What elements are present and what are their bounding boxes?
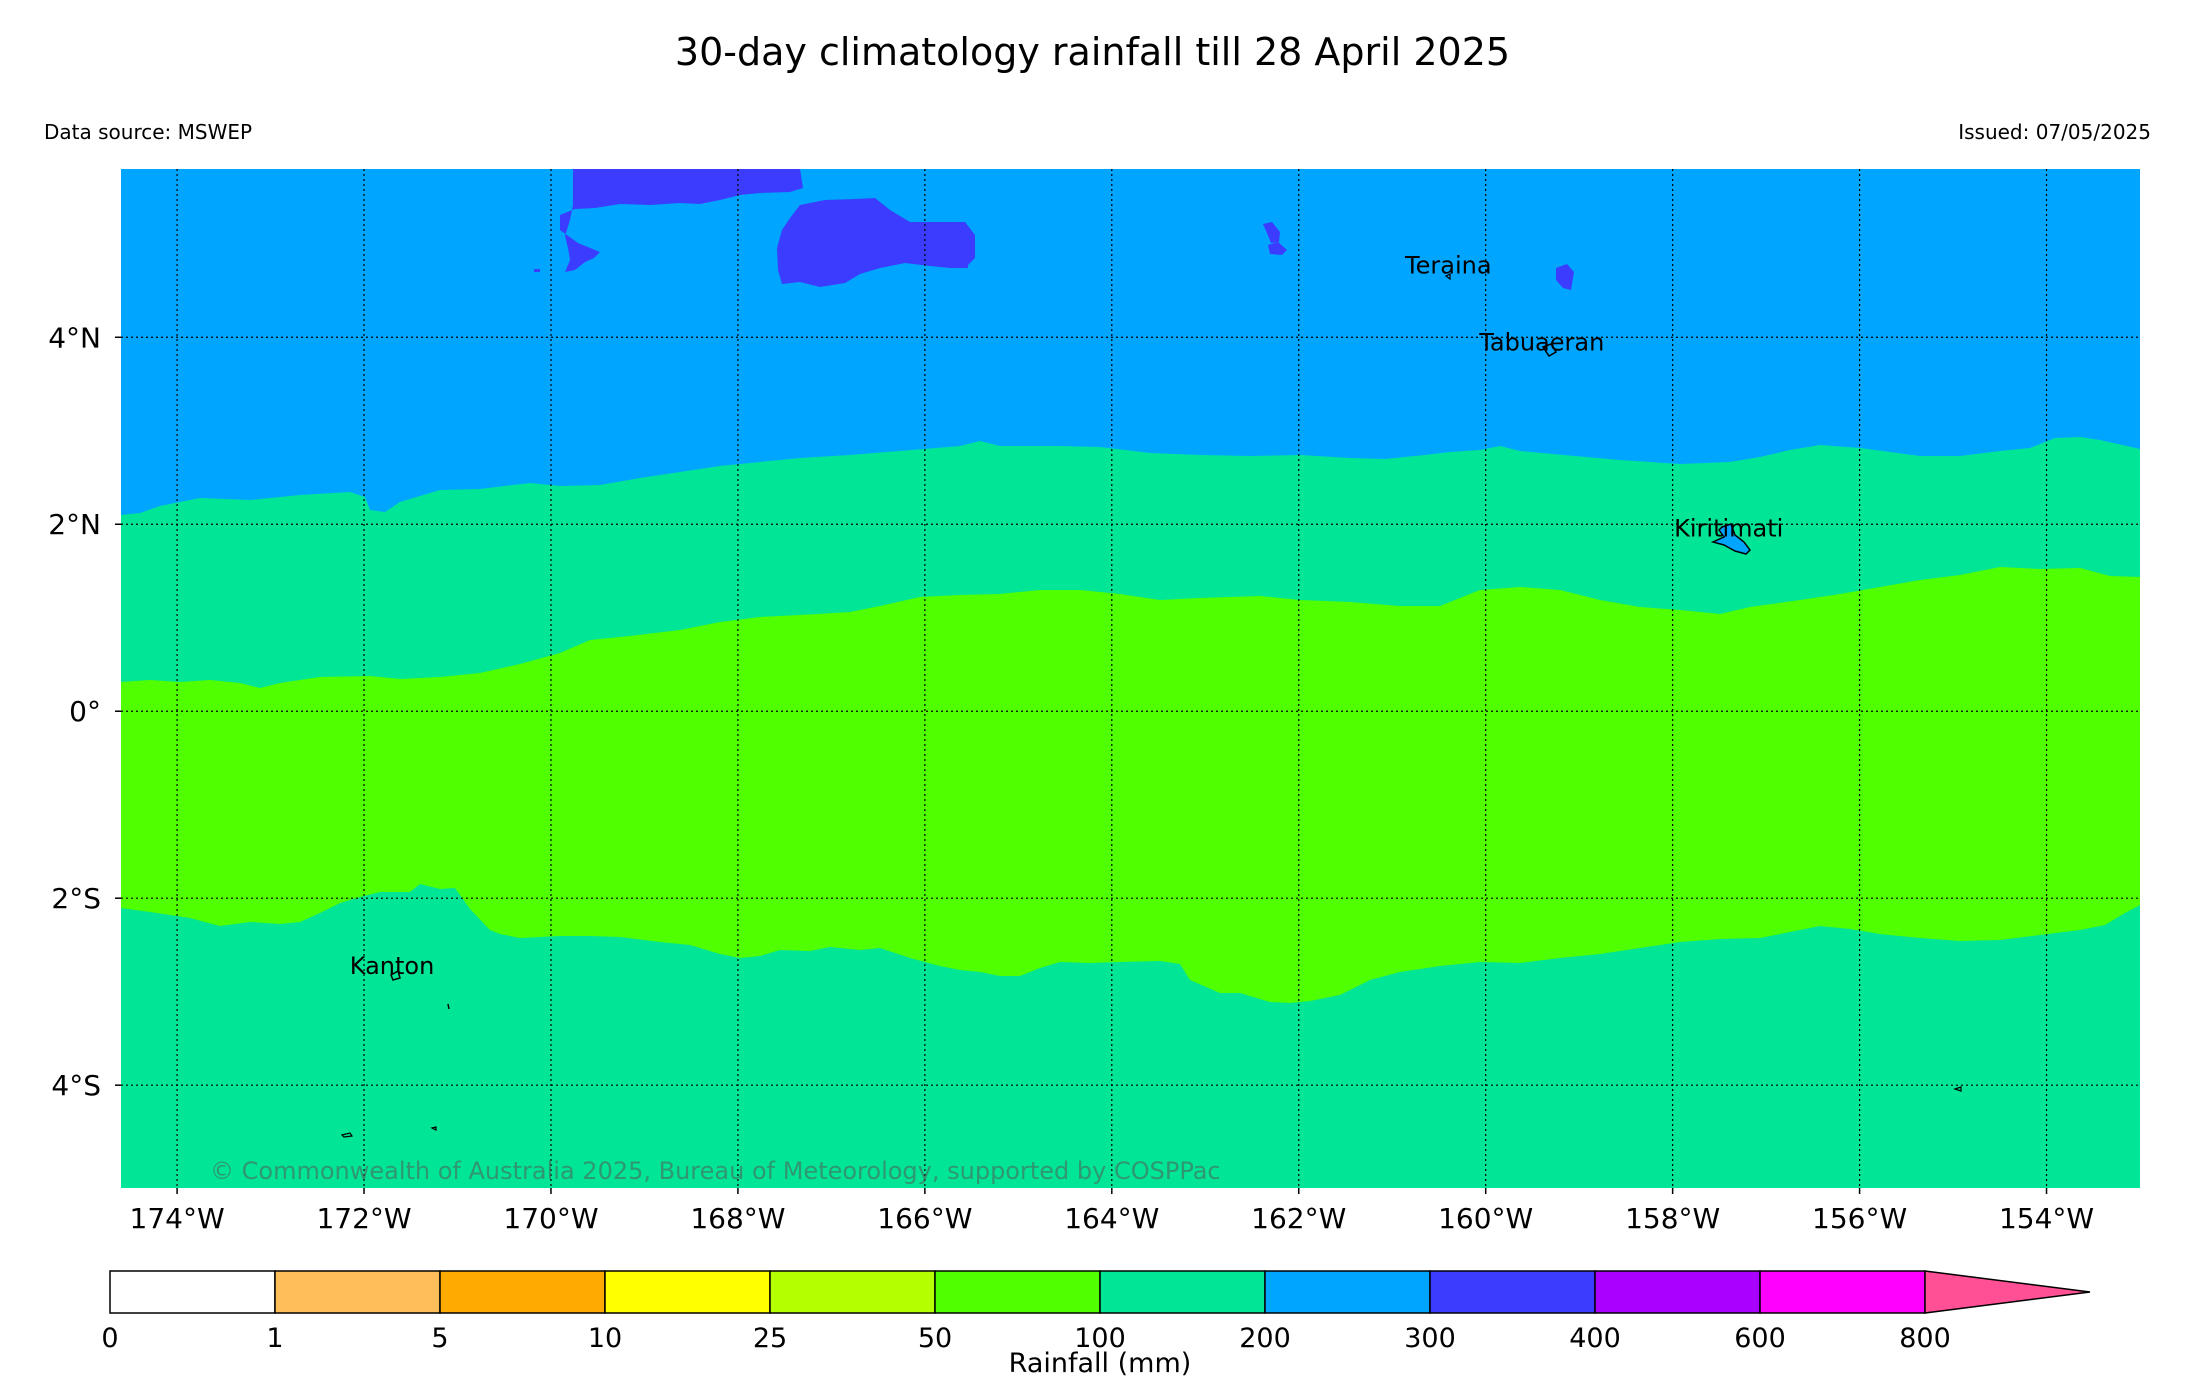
colorbar-tick-label: 25: [753, 1323, 787, 1354]
colorbar-cell: [439, 1270, 606, 1314]
band-300-400-blob-2: [777, 198, 975, 287]
small-island-3: [1953, 1086, 1962, 1092]
band-300-400-blob-4: [1268, 242, 1287, 255]
band-300-400-blob-3: [1263, 222, 1280, 243]
lon-tick-label: 168°W: [690, 1202, 785, 1235]
lon-tick-label: 172°W: [316, 1202, 411, 1235]
place-labels: Teraina Tabuaeran Kiritimati Kanton: [350, 252, 1784, 980]
colorbar-tick-label: 800: [1899, 1323, 1951, 1354]
lon-tick-label: 154°W: [1999, 1202, 2094, 1235]
colorbar-extend-arrow: [1924, 1270, 2091, 1314]
colorbar-tick-label: 400: [1569, 1323, 1621, 1354]
copyright-notice: © Commonwealth of Australia 2025, Bureau…: [210, 1157, 1221, 1185]
lon-tick-label: 164°W: [1064, 1202, 1159, 1235]
colorbar-cell: [1099, 1270, 1266, 1314]
colorbar-tick-label: 200: [1239, 1323, 1291, 1354]
longitude-tick-labels: 174°W 172°W 170°W 168°W 166°W 164°W 162°W 160°W…: [130, 1188, 2094, 1235]
colorbar-cell: [274, 1270, 441, 1314]
colorbar-cell: [1594, 1270, 1761, 1314]
kanton-island: [390, 969, 401, 981]
colorbar-cell: [769, 1270, 936, 1314]
lon-tick-label: 170°W: [503, 1202, 598, 1235]
place-label-kanton: Kanton: [350, 952, 435, 980]
band-50-100: [121, 567, 2140, 1003]
colorbar-tick-label: 300: [1404, 1323, 1456, 1354]
map-grid: [121, 169, 2140, 1188]
colorbar-tick-label: 600: [1734, 1323, 1786, 1354]
band-300-400-blob-7: [964, 262, 968, 268]
latitude-tick-labels: 4°N 2°N 0° 2°S 4°S: [48, 321, 121, 1102]
lon-tick-label: 156°W: [1812, 1202, 1907, 1235]
colorbar-tick-label: 5: [431, 1323, 448, 1354]
band-300-400-blob-6: [534, 269, 540, 272]
lon-tick-label: 162°W: [1251, 1202, 1346, 1235]
colorbar-cell: [1429, 1270, 1596, 1314]
band-300-400-blob-5: [1556, 264, 1574, 290]
lat-tick-label: 4°N: [48, 321, 101, 354]
colorbar-cell: [604, 1270, 771, 1314]
kiritimati-island: [1710, 523, 1751, 555]
band-300-400-blob-1: [560, 169, 803, 272]
lon-tick-label: 160°W: [1438, 1202, 1533, 1235]
colorbar-tick-label: 1: [266, 1323, 283, 1354]
small-island-4: [447, 1003, 450, 1010]
teraina-island: [1444, 273, 1451, 281]
colorbar-label: Rainfall (mm): [1009, 1348, 1192, 1379]
place-label-teraina: Teraina: [1404, 252, 1492, 280]
colorbar-cell: [934, 1270, 1101, 1314]
colorbar-tick-label: 50: [918, 1323, 952, 1354]
lat-tick-label: 2°S: [51, 882, 101, 915]
colorbar-cell: [109, 1270, 276, 1314]
small-island-1: [340, 1132, 354, 1138]
small-island-2: [430, 1126, 437, 1131]
colorbar-tick-label: 0: [101, 1323, 118, 1354]
place-label-kiritimati: Kiritimati: [1674, 514, 1783, 542]
issued-date-label: Issued: 07/05/2025: [1958, 120, 2151, 144]
colorbar-tick-label: 100: [1074, 1323, 1126, 1354]
lat-tick-label: 0°: [69, 695, 101, 728]
place-label-tabuaeran: Tabuaeran: [1478, 328, 1604, 356]
tabuaeran-island: [1541, 343, 1558, 357]
lon-tick-label: 174°W: [130, 1202, 225, 1235]
lat-tick-label: 4°S: [51, 1069, 101, 1102]
lon-tick-label: 158°W: [1625, 1202, 1720, 1235]
lat-tick-label: 2°N: [48, 508, 101, 541]
map-title: 30-day climatology rainfall till 28 Apri…: [674, 30, 1511, 74]
colorbar-cell: [1264, 1270, 1431, 1314]
data-source-label: Data source: MSWEP: [44, 120, 253, 144]
colorbar-tick-label: 10: [588, 1323, 622, 1354]
colorbar-cell: [1759, 1270, 1926, 1314]
lon-tick-label: 166°W: [877, 1202, 972, 1235]
